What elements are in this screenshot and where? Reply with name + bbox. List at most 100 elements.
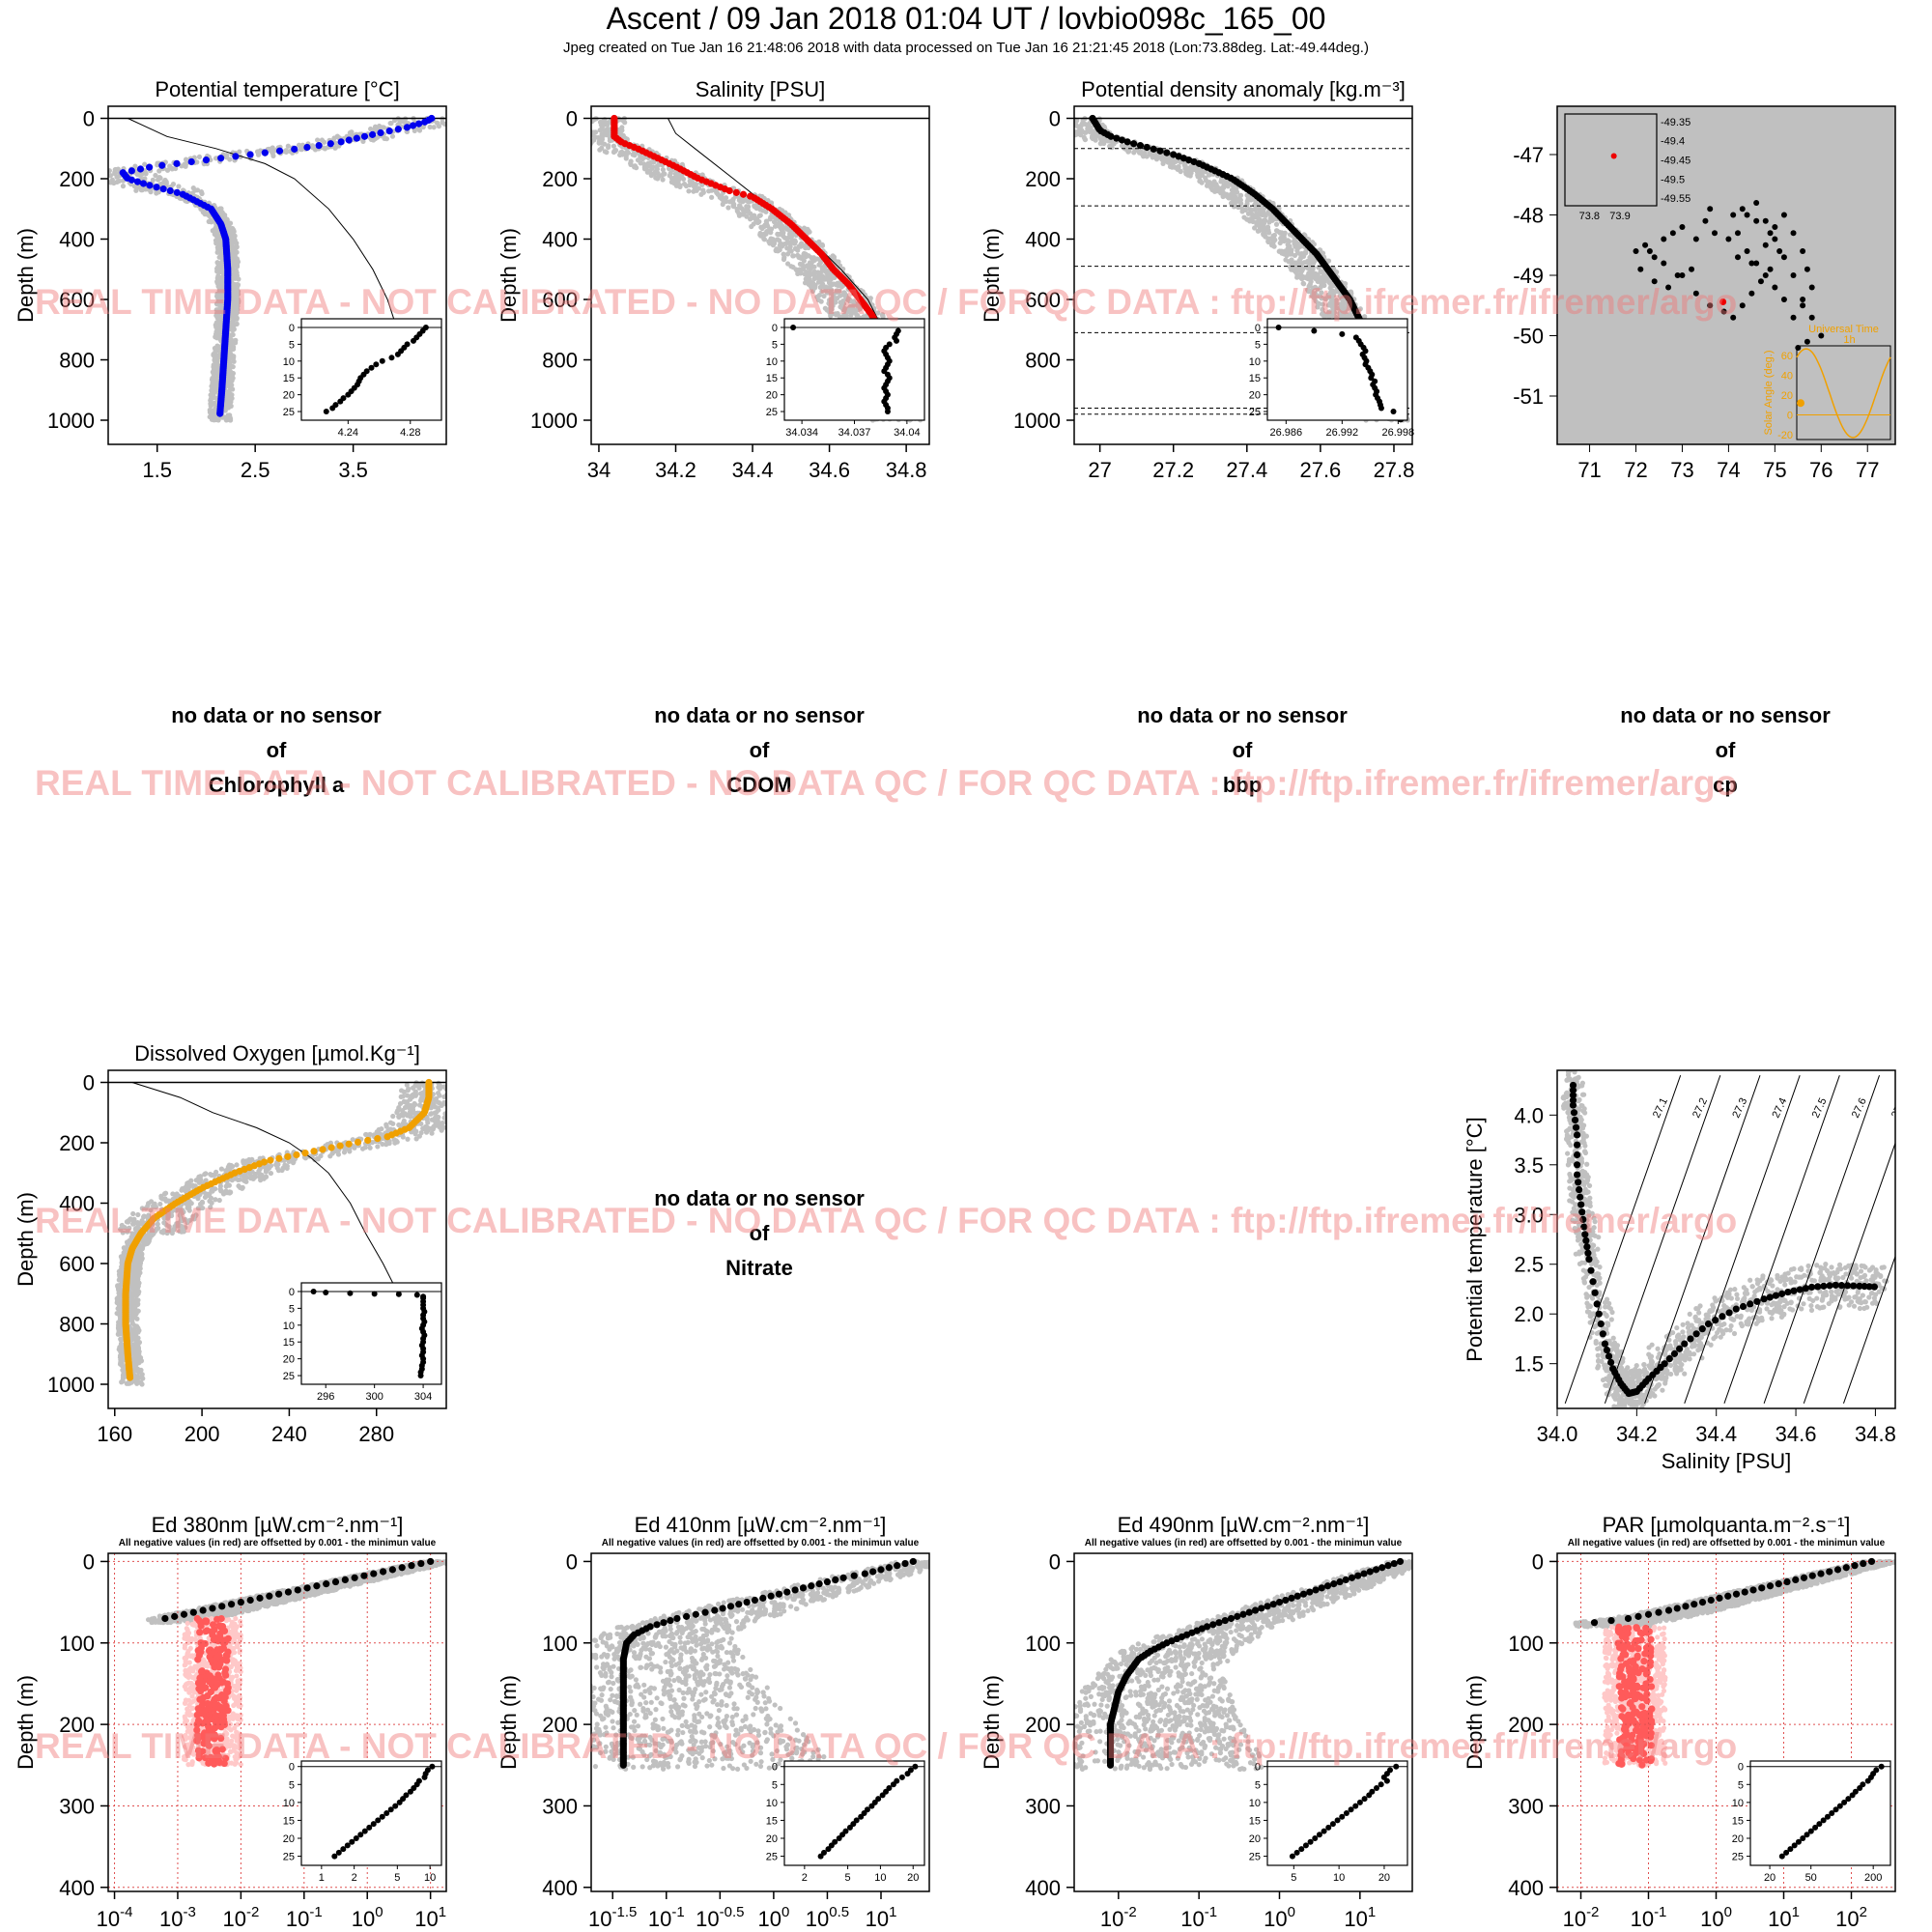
y-tick-label: 0	[1049, 107, 1061, 131]
background-point	[1211, 182, 1217, 188]
background-point	[416, 126, 422, 131]
background-point	[659, 172, 666, 179]
map-background	[1556, 105, 1896, 445]
background-point	[213, 334, 218, 340]
background-point	[723, 195, 729, 201]
background-point	[803, 254, 809, 260]
track-point	[1637, 266, 1644, 272]
profile-point	[275, 147, 284, 155]
inset-x-tick-label: 34.037	[838, 427, 871, 439]
background-point	[230, 294, 236, 299]
profile-point	[173, 188, 181, 196]
background-point	[1219, 185, 1225, 191]
x-tick-label: 76	[1809, 458, 1833, 482]
background-point	[820, 267, 826, 273]
background-point	[781, 225, 788, 231]
background-point	[231, 344, 237, 350]
background-point	[857, 306, 863, 312]
background-point	[138, 187, 144, 193]
background-point	[108, 173, 114, 179]
background-point	[681, 181, 688, 187]
profile-point	[202, 156, 211, 164]
profile-point	[128, 167, 135, 175]
y-tick-label: 1000	[47, 409, 95, 433]
background-point	[213, 415, 219, 421]
background-point	[834, 282, 839, 288]
inset-x-tick-label: 4.28	[400, 427, 420, 439]
background-point	[757, 232, 763, 238]
background-point	[781, 255, 787, 261]
background-point	[232, 305, 238, 312]
background-point	[660, 166, 666, 173]
inset-y-tick-label: 20	[1249, 390, 1261, 402]
background-point	[1195, 174, 1201, 180]
inset-y-tick-label: 0	[772, 323, 778, 334]
background-point	[167, 163, 173, 169]
background-point	[574, 131, 579, 136]
background-point	[810, 255, 817, 261]
background-point	[1248, 207, 1254, 213]
background-point	[1266, 230, 1272, 236]
background-point	[709, 194, 715, 200]
background-point	[1315, 304, 1321, 310]
background-point	[757, 213, 763, 218]
background-point	[831, 293, 837, 298]
x-tick-label: 34.4	[732, 458, 774, 482]
inset-point	[411, 337, 416, 344]
profile-point	[246, 151, 254, 158]
background-point	[1316, 265, 1321, 270]
background-point	[222, 407, 228, 412]
x-tick-label: 27	[1088, 458, 1111, 482]
background-point	[1139, 151, 1145, 156]
track-point	[1808, 284, 1815, 291]
background-point	[228, 373, 234, 379]
background-point	[309, 143, 316, 149]
background-point	[133, 187, 139, 193]
background-point	[811, 275, 817, 282]
background-point	[805, 226, 810, 233]
background-point	[706, 188, 712, 194]
inset-point	[368, 364, 375, 371]
background-point	[208, 403, 213, 409]
background-point	[611, 143, 617, 149]
inset-y-tick-label: 20	[283, 390, 295, 402]
track-point	[1748, 290, 1755, 297]
inset-y-tick-label: 15	[1249, 373, 1261, 384]
background-point	[604, 150, 610, 156]
background-point	[1329, 303, 1335, 310]
background-point	[696, 185, 702, 191]
profile-point	[216, 410, 224, 417]
background-point	[826, 285, 832, 291]
background-point	[219, 284, 225, 290]
background-point	[744, 204, 750, 210]
background-point	[208, 396, 214, 402]
background-point	[867, 296, 873, 301]
background-point	[210, 228, 215, 234]
profile-point	[232, 153, 240, 160]
background-point	[142, 176, 148, 182]
track-point	[1762, 242, 1769, 248]
background-point	[375, 134, 381, 140]
track-point	[1739, 206, 1746, 213]
background-point	[1263, 217, 1268, 223]
background-point	[441, 121, 446, 128]
x-tick-label: 72	[1624, 458, 1647, 482]
background-point	[1065, 129, 1070, 134]
background-point	[213, 348, 218, 354]
profile-point	[1123, 138, 1131, 146]
y-tick-label: 800	[542, 349, 578, 373]
background-point	[578, 121, 582, 126]
background-point	[1272, 237, 1278, 243]
background-point	[584, 142, 589, 147]
background-point	[1176, 164, 1181, 170]
background-point	[582, 141, 587, 146]
background-point	[819, 242, 825, 247]
profile-point	[133, 178, 142, 185]
background-point	[199, 190, 205, 197]
background-point	[774, 216, 780, 222]
background-point	[632, 164, 638, 170]
y-axis-label: Depth (m)	[497, 228, 521, 323]
background-point	[97, 169, 101, 174]
background-point	[230, 259, 236, 265]
background-point	[1315, 271, 1321, 278]
